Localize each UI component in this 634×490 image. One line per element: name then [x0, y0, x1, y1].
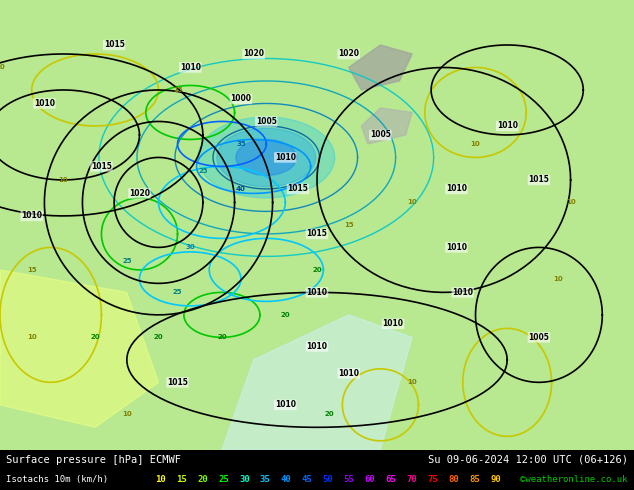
Text: 35: 35: [236, 141, 246, 147]
Text: 65: 65: [385, 475, 396, 485]
Text: 30: 30: [239, 475, 250, 485]
Text: 10: 10: [470, 141, 481, 147]
Text: 1010: 1010: [179, 63, 201, 72]
Text: 1010: 1010: [382, 319, 404, 328]
Text: 45: 45: [302, 475, 313, 485]
Text: 10: 10: [0, 65, 5, 71]
Text: 1010: 1010: [446, 184, 467, 194]
Text: 25: 25: [198, 168, 207, 174]
Polygon shape: [0, 270, 158, 427]
Text: 1020: 1020: [243, 49, 264, 58]
Text: 20: 20: [325, 411, 335, 417]
Text: 10: 10: [407, 199, 417, 205]
Text: Isotachs 10m (km/h): Isotachs 10m (km/h): [6, 475, 119, 485]
Text: 1005: 1005: [256, 117, 276, 126]
Polygon shape: [349, 45, 412, 90]
Text: 1010: 1010: [452, 288, 474, 297]
Text: 1020: 1020: [129, 189, 150, 198]
Text: 25: 25: [218, 475, 229, 485]
Text: 80: 80: [448, 475, 459, 485]
Text: Su 09-06-2024 12:00 UTC (06+126): Su 09-06-2024 12:00 UTC (06+126): [428, 455, 628, 465]
Text: 1015: 1015: [529, 175, 549, 184]
Text: 15: 15: [172, 87, 183, 93]
Text: 1020: 1020: [338, 49, 359, 58]
Text: 1015: 1015: [288, 184, 308, 194]
Text: 40: 40: [281, 475, 292, 485]
Text: 15: 15: [27, 267, 37, 273]
Text: 25: 25: [122, 258, 131, 264]
Text: 1015: 1015: [307, 229, 327, 239]
Text: 1015: 1015: [167, 378, 188, 387]
Text: 1010: 1010: [496, 122, 518, 130]
Text: 35: 35: [260, 475, 271, 485]
Text: 1005: 1005: [370, 130, 391, 140]
Text: 20: 20: [280, 312, 290, 318]
Polygon shape: [222, 315, 412, 450]
Text: 90: 90: [490, 475, 501, 485]
Text: 50: 50: [323, 475, 333, 485]
Text: 70: 70: [406, 475, 417, 485]
Text: 1015: 1015: [104, 41, 124, 49]
Text: 20: 20: [217, 334, 227, 341]
Text: 20: 20: [153, 334, 164, 341]
Text: 40: 40: [236, 186, 246, 192]
Text: 10: 10: [58, 177, 68, 183]
Text: 85: 85: [469, 475, 480, 485]
Ellipse shape: [236, 140, 297, 175]
Text: 1010: 1010: [306, 342, 328, 351]
Text: 20: 20: [197, 475, 208, 485]
Text: Surface pressure [hPa] ECMWF: Surface pressure [hPa] ECMWF: [6, 455, 181, 465]
Text: 75: 75: [427, 475, 438, 485]
Text: 60: 60: [365, 475, 375, 485]
Text: 1010: 1010: [275, 153, 296, 162]
Text: 1005: 1005: [529, 333, 549, 342]
Text: 10: 10: [566, 199, 576, 205]
Ellipse shape: [198, 117, 335, 198]
Text: 1010: 1010: [34, 99, 55, 108]
Text: 1010: 1010: [275, 400, 296, 409]
Text: 10: 10: [553, 276, 563, 282]
Text: 55: 55: [344, 475, 354, 485]
Text: 10: 10: [407, 379, 417, 385]
Text: 15: 15: [344, 222, 354, 228]
Text: 1010: 1010: [446, 243, 467, 252]
Text: 1010: 1010: [306, 288, 328, 297]
Ellipse shape: [217, 128, 316, 187]
Text: 1010: 1010: [21, 211, 42, 220]
Text: 1015: 1015: [91, 162, 112, 171]
Text: 25: 25: [173, 290, 182, 295]
Polygon shape: [361, 108, 412, 144]
Text: 15: 15: [176, 475, 187, 485]
Text: 10: 10: [27, 334, 37, 341]
Text: 10: 10: [155, 475, 166, 485]
Text: 20: 20: [312, 267, 322, 273]
Text: 1010: 1010: [338, 369, 359, 378]
Text: 10: 10: [122, 411, 132, 417]
Text: 1000: 1000: [230, 95, 252, 103]
Text: 30: 30: [185, 245, 195, 250]
Text: ©weatheronline.co.uk: ©weatheronline.co.uk: [520, 475, 628, 485]
Text: 20: 20: [90, 334, 100, 341]
